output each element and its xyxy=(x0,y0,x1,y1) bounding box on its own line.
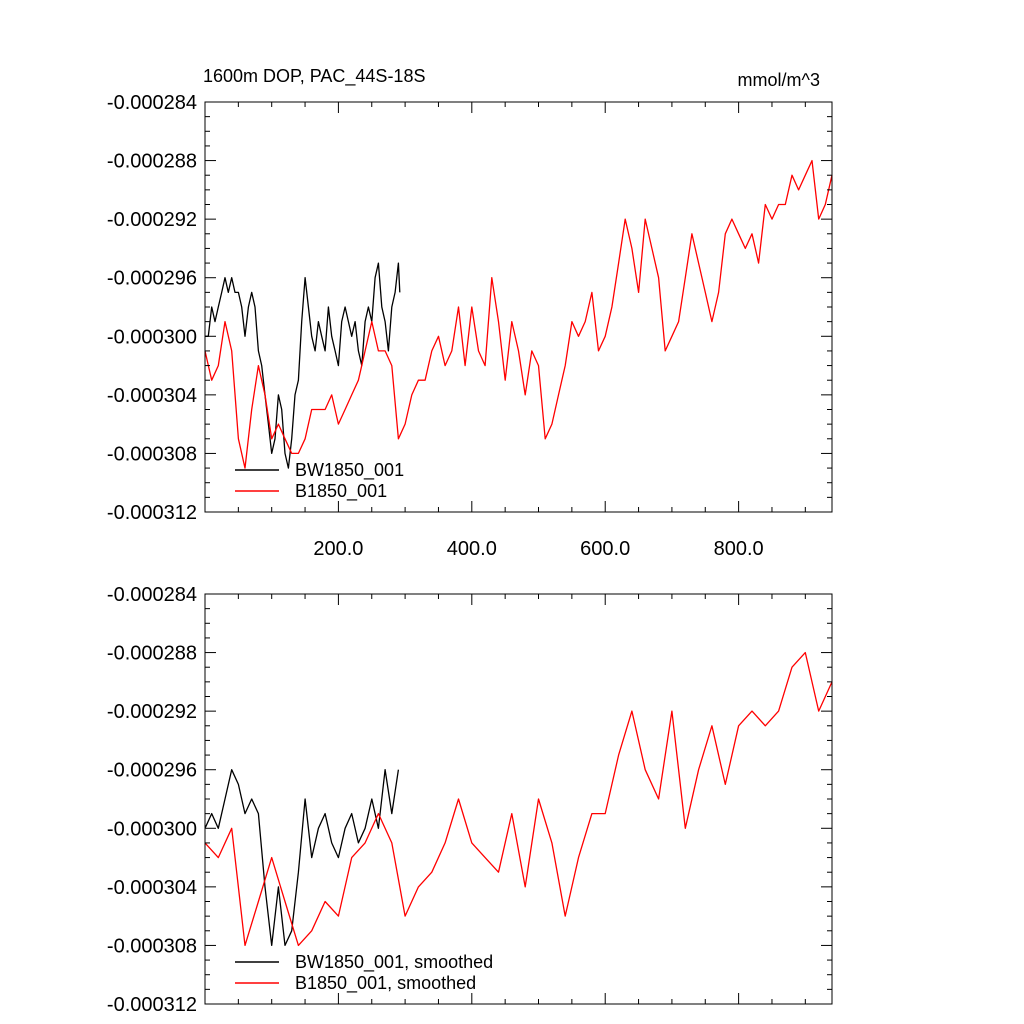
legend-label-1: B1850_001 xyxy=(295,481,387,502)
top-panel: 1600m DOP, PAC_44S-18S mmol/m^3 -0.00028… xyxy=(107,66,833,560)
y-tick-label: -0.000296 xyxy=(107,268,197,290)
y-tick-label: -0.000308 xyxy=(107,443,197,465)
y-tick-label: -0.000312 xyxy=(107,502,197,524)
series-line-1 xyxy=(204,159,833,469)
units-label: mmol/m^3 xyxy=(738,70,820,90)
series-layer xyxy=(204,159,833,469)
axis-layer: -0.000284 -0.000288 -0.000292 -0.000296 -0.0… xyxy=(107,584,833,1016)
y-tick-label: -0.000288 xyxy=(107,643,197,665)
y-tick-label: -0.000300 xyxy=(107,326,197,348)
series-line-0 xyxy=(205,262,401,469)
x-tick-label: 800.0 xyxy=(714,538,764,560)
x-tick-label: 600.0 xyxy=(580,538,630,560)
y-tick-label: -0.000284 xyxy=(107,584,197,606)
y-tick-label: -0.000304 xyxy=(107,877,197,899)
y-tick-label: -0.000296 xyxy=(107,760,197,782)
series-line-1 xyxy=(204,651,833,947)
y-tick-label: -0.000308 xyxy=(107,935,197,957)
y-tick-label: -0.000304 xyxy=(107,385,197,407)
x-tick-label: 400.0 xyxy=(447,538,497,560)
axis-layer: -0.000284 -0.000288 -0.000292 -0.000296 -0.0… xyxy=(107,92,833,560)
legend-label-0: BW1850_001 xyxy=(295,460,404,481)
legend-label-0: BW1850_001, smoothed xyxy=(295,952,493,973)
y-tick-label: -0.000292 xyxy=(107,701,197,723)
plot-frame xyxy=(204,593,833,1005)
series-layer xyxy=(204,651,833,947)
y-tick-label: -0.000292 xyxy=(107,209,197,231)
y-tick-label: -0.000284 xyxy=(107,92,197,114)
y-tick-label: -0.000300 xyxy=(107,818,197,840)
series-line-0 xyxy=(204,769,400,947)
bottom-panel: -0.000284 -0.000288 -0.000292 -0.000296 -0.0… xyxy=(107,584,833,1016)
y-tick-label: -0.000288 xyxy=(107,151,197,173)
legend-label-1: B1850_001, smoothed xyxy=(295,973,476,994)
panel-title: 1600m DOP, PAC_44S-18S xyxy=(203,66,425,87)
y-tick-label: -0.000312 xyxy=(107,994,197,1016)
x-tick-label: 200.0 xyxy=(313,538,363,560)
